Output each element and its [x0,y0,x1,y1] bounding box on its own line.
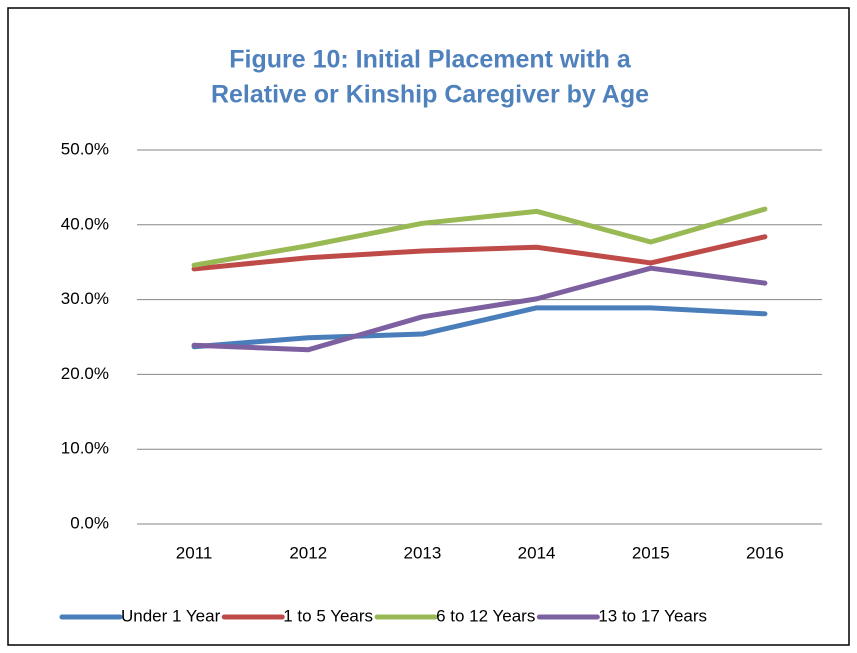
x-tick-label: 2013 [404,543,442,562]
x-tick-label: 2012 [289,543,327,562]
chart-frame [7,7,850,646]
x-tick-label: 2014 [518,543,556,562]
series-line [191,305,768,350]
legend-label: Under 1 Year [121,606,221,625]
chart-title: Relative or Kinship Caregiver by Age [211,81,649,109]
legend-label: 13 to 17 Years [598,606,707,625]
y-tick-label: 10.0% [61,439,109,458]
y-tick-label: 0.0% [70,513,109,532]
series-line [191,234,768,272]
x-tick-label: 2015 [632,543,670,562]
chart-title: Figure 10: Initial Placement with a [229,46,632,74]
legend-label: 1 to 5 Years [283,606,373,625]
y-tick-label: 40.0% [61,214,109,233]
y-tick-label: 50.0% [61,139,109,158]
series-line [191,265,768,353]
y-tick-label: 30.0% [61,289,109,308]
x-tick-label: 2011 [176,543,213,562]
x-tick-label: 2016 [746,543,784,562]
legend-label: 6 to 12 Years [436,606,535,625]
series-line [191,206,768,268]
y-tick-label: 20.0% [61,364,109,383]
